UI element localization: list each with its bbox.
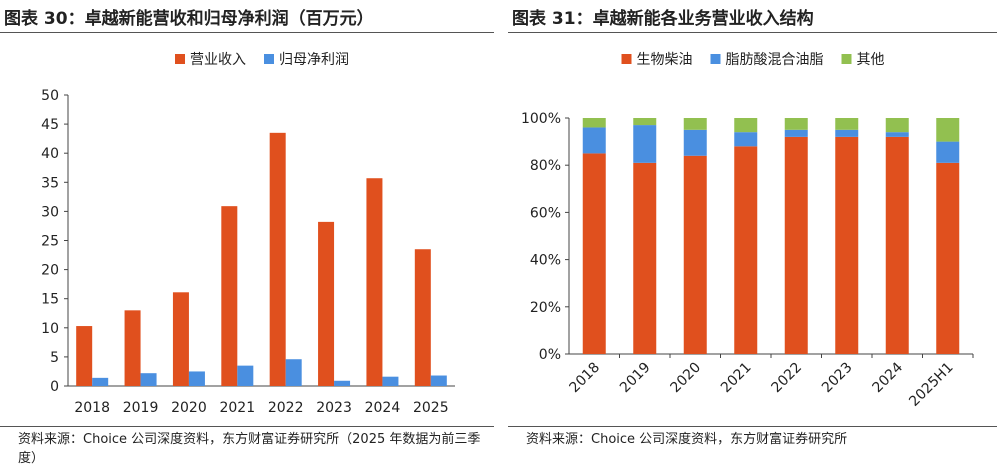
figure-30-title-rule bbox=[0, 32, 494, 33]
legend-swatch-0 bbox=[175, 54, 185, 64]
x-tick-label: 2023 bbox=[819, 360, 856, 397]
y-tick-label: 60% bbox=[530, 205, 561, 221]
bar-revenue-2022 bbox=[269, 132, 286, 386]
bar-segment-0-2022 bbox=[784, 136, 808, 354]
legend-swatch-1 bbox=[710, 54, 721, 64]
figure-30-title: 图表 30：卓越新能营收和归母净利润（百万元） bbox=[4, 9, 374, 29]
x-tick-label: 2018 bbox=[74, 400, 110, 416]
bar-segment-2-2024 bbox=[885, 118, 909, 133]
bar-segment-1-2025H1 bbox=[936, 141, 960, 163]
y-tick-label: 0 bbox=[50, 379, 59, 395]
bar-segment-2-2022 bbox=[784, 118, 808, 130]
bar-segment-2-2023 bbox=[835, 118, 859, 130]
bar-segment-0-2018 bbox=[582, 153, 606, 354]
bar-segment-0-2023 bbox=[835, 136, 859, 354]
bar-net-profit-2019 bbox=[140, 373, 157, 386]
bar-segment-2-2021 bbox=[734, 118, 758, 133]
x-tick-label: 2020 bbox=[668, 360, 705, 397]
figure-31-title-rule bbox=[508, 32, 997, 33]
bar-segment-0-2024 bbox=[885, 136, 909, 354]
bar-revenue-2019 bbox=[124, 310, 141, 386]
y-tick-label: 20 bbox=[41, 263, 59, 279]
legend-label-1: 脂肪酸混合油脂 bbox=[726, 52, 824, 68]
bar-revenue-2020 bbox=[172, 292, 189, 386]
y-tick-label: 20% bbox=[530, 300, 561, 316]
y-tick-label: 45 bbox=[41, 117, 59, 133]
figure-31-title: 图表 31：卓越新能各业务营业收入结构 bbox=[512, 9, 814, 29]
legend-swatch-2 bbox=[841, 54, 852, 64]
bar-segment-2-2019 bbox=[633, 118, 657, 126]
figure-30-source: 资料来源：Choice 公司深度资料，东方财富证券研究所（2025 年数据为前三… bbox=[18, 432, 481, 466]
x-tick-label: 2022 bbox=[769, 360, 806, 397]
bar-segment-2-2018 bbox=[582, 118, 606, 128]
bar-segment-1-2023 bbox=[835, 129, 859, 137]
y-tick-label: 35 bbox=[41, 175, 59, 191]
bar-revenue-2025 bbox=[414, 249, 431, 386]
bar-segment-1-2018 bbox=[582, 127, 606, 154]
x-tick-label: 2021 bbox=[219, 400, 255, 416]
bar-segment-0-2025H1 bbox=[936, 162, 960, 354]
bar-segment-1-2022 bbox=[784, 129, 808, 137]
y-tick-label: 30 bbox=[41, 204, 59, 220]
bar-net-profit-2024 bbox=[382, 376, 399, 386]
legend-label-0: 生物柴油 bbox=[637, 52, 693, 68]
figure-31-panel: 图表 31：卓越新能各业务营业收入结构 生物柴油 脂肪酸混合油脂 其他 0% 20% 40… bbox=[508, 0, 997, 470]
y-tick-label: 50 bbox=[41, 88, 59, 104]
y-tick-label: 15 bbox=[41, 292, 59, 308]
figure-31-source: 资料来源：Choice 公司深度资料，东方财富证券研究所 bbox=[526, 432, 848, 447]
bar-segment-0-2019 bbox=[633, 162, 657, 354]
bar-net-profit-2018 bbox=[92, 377, 109, 386]
bar-revenue-2021 bbox=[221, 206, 238, 386]
x-tick-label: 2019 bbox=[617, 360, 654, 397]
bar-revenue-2023 bbox=[318, 221, 335, 386]
x-tick-label: 2021 bbox=[718, 360, 755, 397]
bar-net-profit-2021 bbox=[237, 365, 254, 386]
x-tick-label: 2023 bbox=[316, 400, 352, 416]
legend-label-0: 营业收入 bbox=[190, 52, 246, 68]
y-tick-label: 80% bbox=[530, 158, 561, 174]
x-tick-label: 2025 bbox=[413, 400, 449, 416]
y-tick-label: 25 bbox=[41, 234, 59, 250]
figure-31-bottom-rule bbox=[508, 426, 997, 427]
y-tick-label: 0% bbox=[539, 347, 561, 363]
bar-net-profit-2022 bbox=[285, 359, 302, 386]
bar-net-profit-2020 bbox=[188, 371, 205, 386]
y-tick-label: 40% bbox=[530, 253, 561, 269]
y-tick-label: 5 bbox=[50, 350, 59, 366]
legend-label-1: 归母净利润 bbox=[279, 51, 349, 68]
bar-segment-0-2021 bbox=[734, 146, 758, 354]
bar-segment-2-2025H1 bbox=[936, 118, 960, 142]
bar-revenue-2018 bbox=[76, 326, 93, 386]
figure-30-bottom-rule bbox=[0, 426, 494, 427]
x-tick-label: 2018 bbox=[567, 360, 604, 397]
x-tick-label: 2024 bbox=[870, 359, 907, 396]
y-tick-label: 10 bbox=[41, 321, 59, 337]
x-tick-label: 2019 bbox=[123, 400, 159, 416]
legend-swatch-0 bbox=[621, 54, 632, 64]
legend-swatch-1 bbox=[264, 54, 274, 64]
x-tick-label: 2022 bbox=[268, 400, 304, 416]
bar-segment-0-2020 bbox=[683, 155, 707, 354]
bar-segment-1-2024 bbox=[885, 132, 909, 137]
x-tick-label: 2020 bbox=[171, 400, 207, 416]
bar-segment-1-2021 bbox=[734, 132, 758, 147]
revenue-structure-chart: 生物柴油 脂肪酸混合油脂 其他 0% 20% 40% 60% 80% 100% 2018 2019 2… bbox=[521, 52, 974, 410]
x-tick-label: 2024 bbox=[365, 400, 401, 416]
bar-revenue-2024 bbox=[366, 178, 383, 386]
y-tick-label: 100% bbox=[521, 111, 561, 127]
bar-net-profit-2025 bbox=[430, 375, 447, 386]
bar-segment-1-2020 bbox=[683, 129, 707, 156]
y-tick-label: 40 bbox=[41, 146, 59, 162]
figure-30-panel: 图表 30：卓越新能营收和归母净利润（百万元） 营业收入 归母净利润 0 5 10 15 2… bbox=[0, 0, 494, 470]
bar-segment-1-2019 bbox=[633, 125, 657, 163]
bar-net-profit-2023 bbox=[334, 380, 351, 386]
bar-segment-2-2020 bbox=[683, 118, 707, 130]
x-tick-label: 2025H1 bbox=[906, 360, 956, 410]
legend-label-2: 其他 bbox=[857, 52, 885, 68]
